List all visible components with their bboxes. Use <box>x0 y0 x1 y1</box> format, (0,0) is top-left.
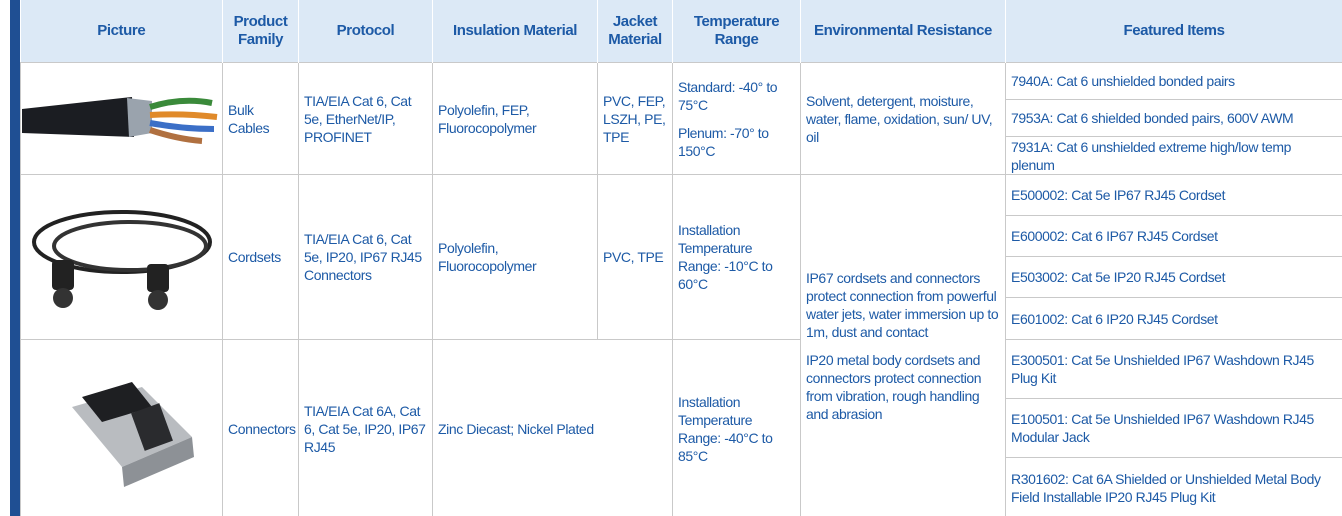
paragraph: Plenum: -70° to 150°C <box>678 124 795 160</box>
temperature: Installation Temperature Range: -10°C to… <box>673 175 801 340</box>
temperature: Installation Temperature Range: -40°C to… <box>673 340 801 516</box>
side-bar <box>10 0 20 516</box>
featured-item: E100501: Cat 5e Unshielded IP67 Washdown… <box>1006 399 1342 458</box>
page: PictureProduct FamilyProtocolInsulation … <box>0 0 1342 516</box>
connector-image <box>22 347 222 507</box>
featured-item: 7953A: Cat 6 shielded bonded pairs, 600V… <box>1006 100 1342 137</box>
featured-item: E500002: Cat 5e IP67 RJ45 Cordset <box>1006 175 1342 216</box>
featured-item: E600002: Cat 6 IP67 RJ45 Cordset <box>1006 216 1342 257</box>
protocol: TIA/EIA Cat 6, Cat 5e, EtherNet/IP, PROF… <box>299 63 433 175</box>
environmental: IP67 cordsets and connectors protect con… <box>801 175 1006 516</box>
featured-item: E300501: Cat 5e Unshielded IP67 Washdown… <box>1006 340 1342 399</box>
picture-cell <box>21 175 223 340</box>
featured-item: R301602: Cat 6A Shielded or Unshielded M… <box>1006 458 1342 516</box>
row: Bulk Cables TIA/EIA Cat 6, Cat 5e, Ether… <box>21 63 1342 175</box>
family: Connectors <box>223 340 299 516</box>
cordset-image <box>22 180 222 330</box>
protocol: TIA/EIA Cat 6, Cat 5e, IP20, IP67 RJ45 C… <box>299 175 433 340</box>
paragraph: Installation Temperature Range: -10°C to… <box>678 221 795 293</box>
environmental: Solvent, detergent, moisture, water, fla… <box>801 63 1006 175</box>
featured-item: 7940A: Cat 6 unshielded bonded pairs <box>1006 63 1342 100</box>
jacket: PVC, TPE <box>598 175 673 340</box>
featured-item: E503002: Cat 5e IP20 RJ45 Cordset <box>1006 257 1342 298</box>
column-header: Environmental Resistance <box>801 0 1006 63</box>
paragraph: IP67 cordsets and connectors protect con… <box>806 269 1000 341</box>
family: Bulk Cables <box>223 63 299 175</box>
family: Cordsets <box>223 175 299 340</box>
insulation: Zinc Diecast; Nickel Plated <box>433 340 673 516</box>
column-header: Jacket Material <box>598 0 673 63</box>
featured-item: E601002: Cat 6 IP20 RJ45 Cordset <box>1006 298 1342 339</box>
temperature: Standard: -40° to 75°C Plenum: -70° to 15… <box>673 63 801 175</box>
column-header: Featured Items <box>1006 0 1342 63</box>
row: Cordsets TIA/EIA Cat 6, Cat 5e, IP20, IP… <box>21 175 1342 340</box>
column-header: Protocol <box>299 0 433 63</box>
featured: E300501: Cat 5e Unshielded IP67 Washdown… <box>1006 340 1342 516</box>
jacket: PVC, FEP, LSZH, PE, TPE <box>598 63 673 175</box>
column-header: Picture <box>21 0 223 63</box>
insulation: Polyolefin, Fluorocopolymer <box>433 175 598 340</box>
picture-cell <box>21 63 223 175</box>
column-header: Product Family <box>223 0 299 63</box>
row: Connectors TIA/EIA Cat 6A, Cat 6, Cat 5e… <box>21 340 1342 516</box>
column-header: Temperature Range <box>673 0 801 63</box>
paragraph: IP20 metal body cordsets and connectors … <box>806 351 1000 423</box>
insulation: Polyolefin, FEP, Fluorocopolymer <box>433 63 598 175</box>
cable-image <box>22 67 222 167</box>
picture-cell <box>21 340 223 516</box>
protocol: TIA/EIA Cat 6A, Cat 6, Cat 5e, IP20, IP6… <box>299 340 433 516</box>
featured-item: 7931A: Cat 6 unshielded extreme high/low… <box>1006 137 1342 174</box>
paragraph: Solvent, detergent, moisture, water, fla… <box>806 92 1000 146</box>
column-header: Insulation Material <box>433 0 598 63</box>
paragraph: Installation Temperature Range: -40°C to… <box>678 393 795 465</box>
paragraph: Standard: -40° to 75°C <box>678 78 795 114</box>
